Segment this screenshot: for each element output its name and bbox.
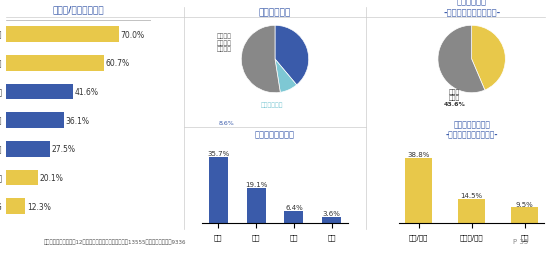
- Text: 36.1%: 36.1%: [65, 116, 90, 125]
- Text: 38.8%: 38.8%: [408, 152, 430, 157]
- Bar: [6, 113, 64, 129]
- Text: 52.5%: 52.5%: [191, 69, 216, 75]
- Bar: [6, 84, 73, 100]
- Title: 新功能/概念购买意愿: 新功能/概念购买意愿: [53, 5, 104, 14]
- Wedge shape: [275, 26, 309, 86]
- Text: 14.5%: 14.5%: [460, 192, 483, 198]
- Bar: [6, 56, 104, 71]
- Text: 游戏手机: 游戏手机: [0, 59, 2, 68]
- Bar: [6, 198, 25, 214]
- Text: 35.7%: 35.7%: [207, 150, 229, 156]
- Title: 折屏手机认知: 折屏手机认知: [259, 8, 291, 17]
- Text: P 35: P 35: [513, 238, 528, 244]
- Bar: [405, 158, 432, 224]
- Bar: [6, 113, 64, 129]
- Bar: [512, 208, 538, 224]
- Text: 8.6%: 8.6%: [218, 120, 234, 125]
- Bar: [209, 157, 228, 224]
- Title: 游戏手机认知
-基于用手机玩游戏人群-: 游戏手机认知 -基于用手机玩游戏人群-: [443, 0, 500, 17]
- Wedge shape: [438, 26, 485, 93]
- Text: 说明：样本条件为当年12月参与过机的微博用户，总体＝13555，用手机玩游戏＝9336: 说明：样本条件为当年12月参与过机的微博用户，总体＝13555，用手机玩游戏＝9…: [44, 238, 186, 244]
- Text: 12.3%: 12.3%: [27, 202, 51, 211]
- Text: 56.40%
不知道/
选错品牌: 56.40% 不知道/ 选错品牌: [398, 68, 424, 86]
- Text: 屏下摄像头: 屏下摄像头: [0, 88, 2, 97]
- Bar: [284, 212, 304, 224]
- Wedge shape: [275, 60, 296, 93]
- Text: 5G: 5G: [0, 202, 2, 211]
- Text: 3.6%: 3.6%: [323, 210, 340, 216]
- Text: 最新处理器: 最新处理器: [0, 173, 2, 182]
- Bar: [6, 27, 119, 43]
- Bar: [6, 27, 119, 43]
- Text: 70.0%: 70.0%: [120, 30, 145, 39]
- Bar: [458, 199, 485, 224]
- Text: 6.4%: 6.4%: [285, 205, 303, 211]
- Wedge shape: [241, 26, 280, 93]
- Text: 错误识别品牌: 错误识别品牌: [260, 102, 283, 108]
- Bar: [6, 141, 50, 157]
- Bar: [6, 170, 38, 186]
- Bar: [6, 56, 104, 71]
- Bar: [246, 188, 266, 224]
- Text: 人工智能: 人工智能: [0, 145, 2, 154]
- Text: 拍照手机: 拍照手机: [0, 116, 2, 125]
- Bar: [322, 217, 341, 224]
- Title: 折屏手机品牌认知: 折屏手机品牌认知: [255, 130, 295, 139]
- Bar: [6, 198, 25, 214]
- Wedge shape: [472, 26, 505, 91]
- Text: 9.5%: 9.5%: [516, 201, 534, 207]
- Text: 27.5%: 27.5%: [52, 145, 76, 154]
- Bar: [6, 84, 73, 100]
- Text: 41.6%: 41.6%: [74, 88, 98, 97]
- Title: 游戏手机品牌认知
-基于用手机玩游戏人群-: 游戏手机品牌认知 -基于用手机玩游戏人群-: [446, 119, 498, 139]
- Text: 不知道和
翻盖手机
完全不同: 不知道和 翻盖手机 完全不同: [217, 34, 232, 52]
- Bar: [6, 141, 50, 157]
- Text: 19.1%: 19.1%: [245, 181, 267, 187]
- Text: 正确识
别品牌
43.6%: 正确识 别品牌 43.6%: [444, 89, 466, 106]
- Bar: [6, 170, 38, 186]
- Text: 正确识
别品牌
38.9%: 正确识 别品牌 38.9%: [243, 89, 265, 106]
- Text: 折屏手机: 折屏手机: [0, 30, 2, 39]
- Text: 60.7%: 60.7%: [106, 59, 129, 68]
- Text: 20.1%: 20.1%: [40, 173, 64, 182]
